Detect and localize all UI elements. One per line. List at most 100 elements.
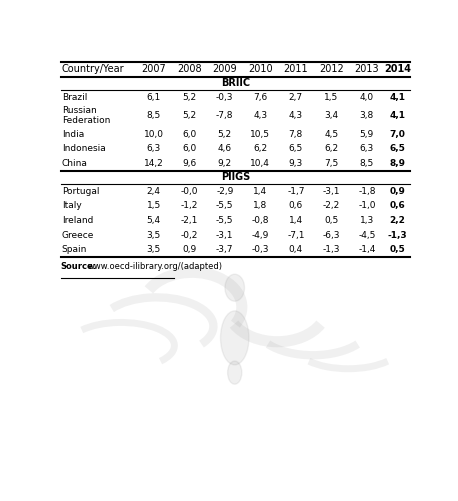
Text: -0,8: -0,8 [251, 216, 269, 225]
Text: PIIGS: PIIGS [221, 172, 250, 182]
Text: Portugal: Portugal [62, 187, 99, 196]
Text: 14,2: 14,2 [144, 159, 164, 168]
Text: -1,4: -1,4 [358, 245, 376, 255]
Text: 4,0: 4,0 [360, 93, 374, 102]
Text: -1,3: -1,3 [387, 231, 407, 240]
Text: www.oecd-ilibrary.org/(adapted): www.oecd-ilibrary.org/(adapted) [87, 262, 223, 271]
Text: -0,3: -0,3 [216, 93, 234, 102]
Text: -6,3: -6,3 [322, 231, 340, 240]
Ellipse shape [228, 361, 242, 384]
Text: -1,0: -1,0 [358, 201, 376, 210]
Text: -0,3: -0,3 [251, 245, 269, 255]
Text: 6,2: 6,2 [324, 144, 338, 153]
Text: -7,8: -7,8 [216, 111, 234, 120]
Text: 5,2: 5,2 [182, 111, 196, 120]
Text: 1,4: 1,4 [253, 187, 267, 196]
Text: 2013: 2013 [354, 64, 379, 74]
Text: 1,5: 1,5 [147, 201, 161, 210]
Text: 7,8: 7,8 [289, 130, 303, 139]
Text: 2,7: 2,7 [289, 93, 303, 102]
Text: BRIIC: BRIIC [221, 78, 250, 88]
Text: 6,0: 6,0 [182, 144, 196, 153]
Text: 5,2: 5,2 [218, 130, 232, 139]
Text: 4,3: 4,3 [253, 111, 267, 120]
Text: -1,8: -1,8 [358, 187, 376, 196]
Text: 1,4: 1,4 [289, 216, 303, 225]
Text: 10,5: 10,5 [251, 130, 270, 139]
Text: 4,1: 4,1 [389, 93, 405, 102]
Text: 3,4: 3,4 [324, 111, 338, 120]
Text: Federation: Federation [62, 116, 110, 125]
Text: 8,5: 8,5 [360, 159, 374, 168]
Text: Indonesia: Indonesia [62, 144, 106, 153]
Text: 0,4: 0,4 [289, 245, 303, 255]
Text: 9,6: 9,6 [182, 159, 196, 168]
Text: 5,2: 5,2 [182, 93, 196, 102]
Text: 6,5: 6,5 [289, 144, 303, 153]
Text: 3,5: 3,5 [147, 245, 161, 255]
Text: 10,4: 10,4 [251, 159, 270, 168]
Text: Country/Year: Country/Year [62, 64, 125, 74]
Text: 2007: 2007 [142, 64, 166, 74]
Text: 1,8: 1,8 [253, 201, 267, 210]
Text: -0,2: -0,2 [180, 231, 198, 240]
Text: Ireland: Ireland [62, 216, 93, 225]
Text: 2008: 2008 [177, 64, 202, 74]
Text: 9,3: 9,3 [289, 159, 303, 168]
Text: 10,0: 10,0 [144, 130, 164, 139]
Text: 0,5: 0,5 [390, 245, 405, 255]
Text: 7,6: 7,6 [253, 93, 267, 102]
Text: 6,1: 6,1 [147, 93, 161, 102]
Text: -7,1: -7,1 [287, 231, 305, 240]
Ellipse shape [220, 311, 249, 365]
Text: -2,1: -2,1 [180, 216, 198, 225]
Text: 2012: 2012 [319, 64, 344, 74]
Text: 2,4: 2,4 [147, 187, 161, 196]
Ellipse shape [225, 274, 245, 301]
Text: 8,5: 8,5 [147, 111, 161, 120]
Text: 3,5: 3,5 [147, 231, 161, 240]
Text: 8,9: 8,9 [389, 159, 405, 168]
Text: -4,5: -4,5 [358, 231, 376, 240]
Text: 0,9: 0,9 [182, 245, 196, 255]
Text: India: India [62, 130, 84, 139]
Text: 0,6: 0,6 [390, 201, 405, 210]
Text: 2014: 2014 [384, 64, 411, 74]
Text: -3,1: -3,1 [322, 187, 340, 196]
Text: 5,4: 5,4 [147, 216, 161, 225]
Text: China: China [62, 159, 88, 168]
Text: 6,2: 6,2 [253, 144, 267, 153]
Text: 0,6: 0,6 [289, 201, 303, 210]
Text: Spain: Spain [62, 245, 87, 255]
Text: -4,9: -4,9 [251, 231, 269, 240]
Text: 6,5: 6,5 [390, 144, 405, 153]
Text: -0,0: -0,0 [180, 187, 198, 196]
Text: 4,1: 4,1 [389, 111, 405, 120]
Text: -1,3: -1,3 [322, 245, 340, 255]
Text: 6,3: 6,3 [360, 144, 374, 153]
Text: Source:: Source: [61, 262, 97, 271]
Text: -2,9: -2,9 [216, 187, 234, 196]
Text: 4,3: 4,3 [289, 111, 303, 120]
Text: 4,5: 4,5 [324, 130, 338, 139]
Text: 1,3: 1,3 [360, 216, 374, 225]
Text: -3,7: -3,7 [216, 245, 234, 255]
Text: Greece: Greece [62, 231, 94, 240]
Text: -2,2: -2,2 [323, 201, 340, 210]
Text: 0,9: 0,9 [390, 187, 405, 196]
Text: 2009: 2009 [213, 64, 237, 74]
Text: 6,0: 6,0 [182, 130, 196, 139]
Text: 1,5: 1,5 [324, 93, 338, 102]
Text: -5,5: -5,5 [216, 201, 234, 210]
Text: -3,1: -3,1 [216, 231, 234, 240]
Text: -1,7: -1,7 [287, 187, 305, 196]
Text: Russian: Russian [62, 106, 97, 115]
Text: 2010: 2010 [248, 64, 273, 74]
Text: Brazil: Brazil [62, 93, 87, 102]
Text: 0,5: 0,5 [324, 216, 338, 225]
Text: -1,2: -1,2 [180, 201, 198, 210]
Text: 9,2: 9,2 [218, 159, 232, 168]
Text: 4,6: 4,6 [218, 144, 232, 153]
Text: 6,3: 6,3 [147, 144, 161, 153]
Text: 7,5: 7,5 [324, 159, 338, 168]
